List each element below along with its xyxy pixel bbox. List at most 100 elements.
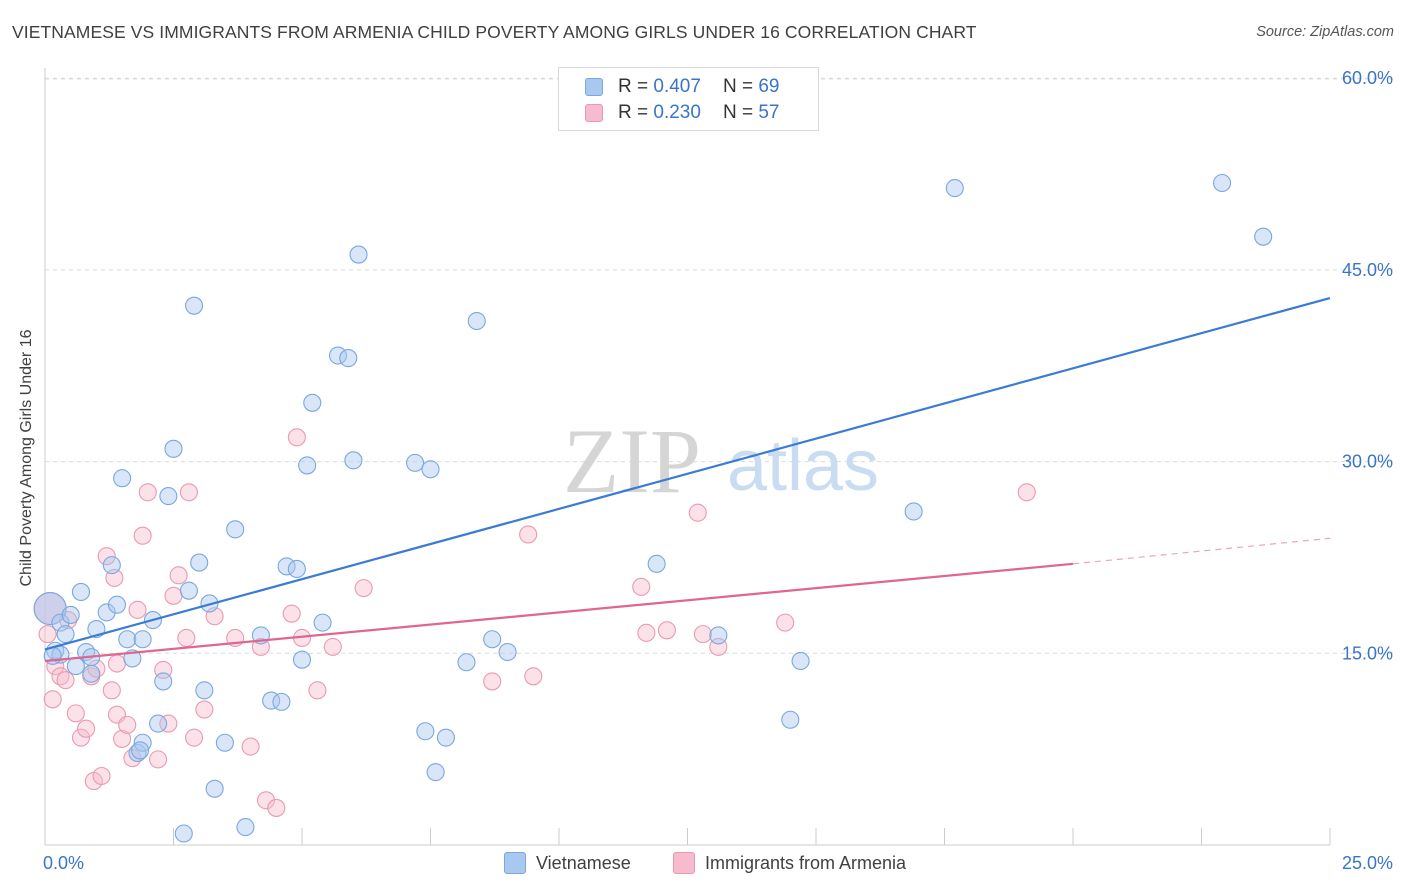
vietnamese-point [709,626,728,645]
legend-r-label: R = [618,76,649,97]
vietnamese-point [113,469,132,488]
armenia-point [97,547,116,566]
armenia-point [43,690,62,709]
armenia-point [354,579,373,598]
vietnamese-point [154,672,173,691]
armenia-point [159,714,178,733]
vietnamese-point [349,245,368,264]
vietnamese-point [1254,227,1273,246]
y-tick-label: 30.0% [1342,452,1393,472]
vietnamese-point [303,393,322,412]
armenia-point [123,749,142,768]
legend-swatch-blue [585,78,603,96]
y-tick-label: 45.0% [1342,260,1393,280]
watermark-zip: ZIP [563,410,701,512]
vietnamese-point [287,559,306,579]
vietnamese-point [195,681,214,700]
armenia-point [308,681,327,700]
armenia-point [256,791,276,810]
vietnamese-point [102,556,121,575]
axes [44,68,1331,846]
armenia-point [323,637,342,656]
x-tick-label: 0.0% [43,853,84,873]
y-tick-label: 60.0% [1342,68,1393,88]
armenia-point [92,766,111,786]
armenia-point [524,667,543,686]
vietnamese-point [426,763,445,782]
vietnamese-point [791,651,810,671]
vietnamese-point [416,722,435,741]
vietnamese-point [236,818,255,837]
armenia-point [637,623,656,642]
armenia-point [241,737,260,756]
vietnamese-point [51,613,70,632]
armenia-point [657,621,676,640]
vietnamese-point [149,714,168,733]
vietnamese-point [292,650,312,669]
vietnamese-point [272,692,291,711]
armenia-point [282,604,301,623]
vietnamese-point [56,625,75,644]
vietnamese-point [904,502,923,521]
vietnamese-point [647,554,666,573]
vietnamese-point [945,179,964,198]
armenia-point [133,526,152,545]
vietnamese-point [97,603,116,622]
watermark-atlas: atlas [727,426,879,506]
vietnamese-point [71,582,91,602]
armenia-point [87,659,106,678]
armenia-point [776,613,795,632]
vietnamese-point [483,630,502,649]
armenia-point [185,728,204,747]
armenia-point [149,750,168,769]
armenia-point [179,483,198,502]
armenia-point [46,657,65,676]
legend-label-vietnamese: Vietnamese [536,852,631,873]
vietnamese-point [179,581,198,600]
vietnamese-point [82,664,101,683]
x-tick-label: 25.0% [1342,853,1393,873]
chart-title: VIETNAMESE VS IMMIGRANTS FROM ARMENIA CH… [12,22,977,42]
vietnamese-point [277,557,296,576]
vietnamese-point [107,595,127,614]
vietnamese-point [339,349,358,368]
vietnamese-point [421,460,440,479]
armenia-point [107,654,127,673]
armenia-point [632,577,651,596]
vietnamese-point [457,653,476,672]
legend-r-label: R = [618,102,649,123]
vietnamese-point [205,779,224,798]
vietnamese-point [226,520,245,539]
legend-swatch-pink [585,104,603,122]
armenia-point [138,483,157,502]
series-armenia-points [33,428,1036,817]
series-vietnamese-points [33,173,1273,843]
gridlines [45,77,1395,654]
vietnamese-point [185,296,204,315]
legend-n-label: N = [722,102,754,123]
vietnamese-point [406,453,425,472]
armenia-point [287,428,306,447]
armenia-point [66,704,85,723]
armenia-point [483,672,502,691]
armenia-point [38,625,57,644]
vietnamese-point [128,743,147,763]
armenia-point [102,681,121,700]
vietnamese-point [61,605,80,625]
legend-n-value: 69 [758,76,780,97]
vietnamese-point [164,439,183,458]
vietnamese-point [174,824,193,843]
legend-row-armenia: R = 0.230 N = 57 [585,101,779,125]
vietnamese-point [215,733,234,752]
legend-row-vietnamese: R = 0.407 N = 69 [585,75,779,99]
watermark: ZIP atlas [563,410,879,512]
vietnamese-point [298,456,317,475]
armenia-point [169,566,188,585]
armenia-point [1017,483,1036,502]
trend-lines [44,296,1331,663]
armenia-point [71,728,91,747]
legend-swatch-blue [504,852,526,874]
legend-swatch-pink [673,852,695,874]
vietnamese-point [190,553,209,572]
